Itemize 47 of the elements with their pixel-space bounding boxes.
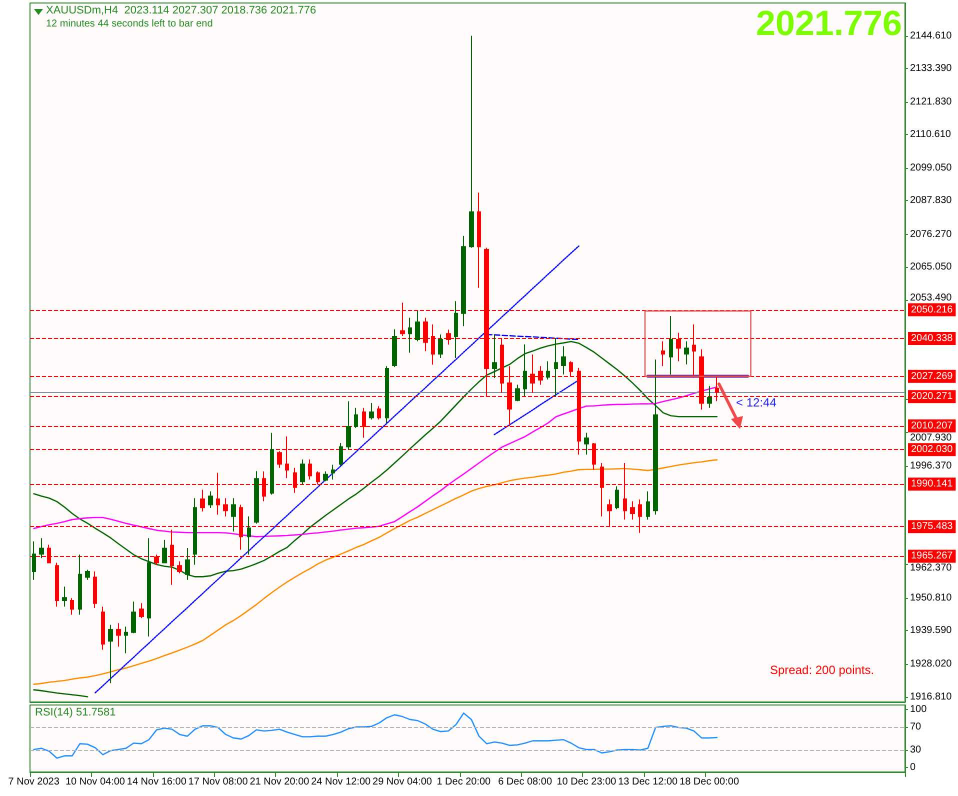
y-tick-label: 2133.390 [910,63,952,74]
y-tick-label: 2053.490 [910,292,952,304]
ref-line-label: 1990.141 [911,478,954,490]
annotation: < 12:44 [736,395,777,410]
y-tick-label: 30 [910,744,922,756]
x-tick-label: 13 Dec 12:00 [618,776,678,788]
y-tick-label: 2087.830 [910,195,952,206]
y-tick-label: 2065.050 [910,261,952,272]
annotation: 2021.776 [756,4,902,43]
x-tick-label: 7 Nov 2023 [8,776,60,788]
ref-line-label: 1975.483 [911,521,954,532]
x-tick-label: 21 Nov 20:00 [250,776,310,788]
ref-line-label: 2020.271 [911,391,954,402]
y-tick-label: 100 [910,704,928,716]
y-tick-label: 2076.270 [910,228,952,240]
ref-line-label: 2050.216 [911,304,954,316]
y-tick-label: 1950.810 [910,592,952,604]
y-tick-label: 1939.590 [910,625,952,636]
y-tick-label: 2110.610 [910,129,952,140]
text: 12 minutes 44 seconds left to bar end [46,18,213,30]
y-tick-label: 70 [910,721,922,732]
y-tick-label: 0 [910,762,916,773]
x-tick-label: 24 Nov 12:00 [311,776,372,788]
y-tick-label: 1962.370 [910,562,952,574]
ref-line-label: 2010.207 [911,420,954,432]
annotation: Spread: 200 points. [770,663,874,677]
ref-line-label: 2027.269 [911,370,954,382]
x-tick-label: 29 Nov 04:00 [372,776,432,788]
y-tick-label: 2121.830 [910,96,952,108]
x-tick-label: 10 Dec 23:00 [556,776,617,788]
x-tick-label: 17 Nov 08:00 [188,776,248,788]
y-tick-label: 2099.050 [910,162,952,174]
x-tick-label: 10 Nov 04:00 [65,776,126,788]
ref-line-label: 2002.030 [911,444,954,456]
y-tick-label: 1916.810 [910,691,952,702]
chart-title: RSI(14) 51.7581 [35,706,116,718]
x-tick-label: 6 Dec 08:00 [498,776,552,788]
ref-line-label: 1965.267 [911,550,954,562]
ref-line-label: 2040.338 [911,332,954,344]
y-tick-label: 2144.610 [910,30,952,42]
x-tick-label: 1 Dec 20:00 [436,776,492,788]
x-tick-label: 18 Dec 00:00 [680,776,740,788]
y-tick-label: 1996.370 [910,460,952,472]
chart-title: XAUUSDm,H4 2023.114 2027.307 2018.736 2021.776 [46,4,316,16]
y-tick-label: 2007.930 [910,432,952,444]
y-tick-label: 1928.020 [910,658,952,670]
x-tick-label: 14 Nov 16:00 [126,776,187,788]
